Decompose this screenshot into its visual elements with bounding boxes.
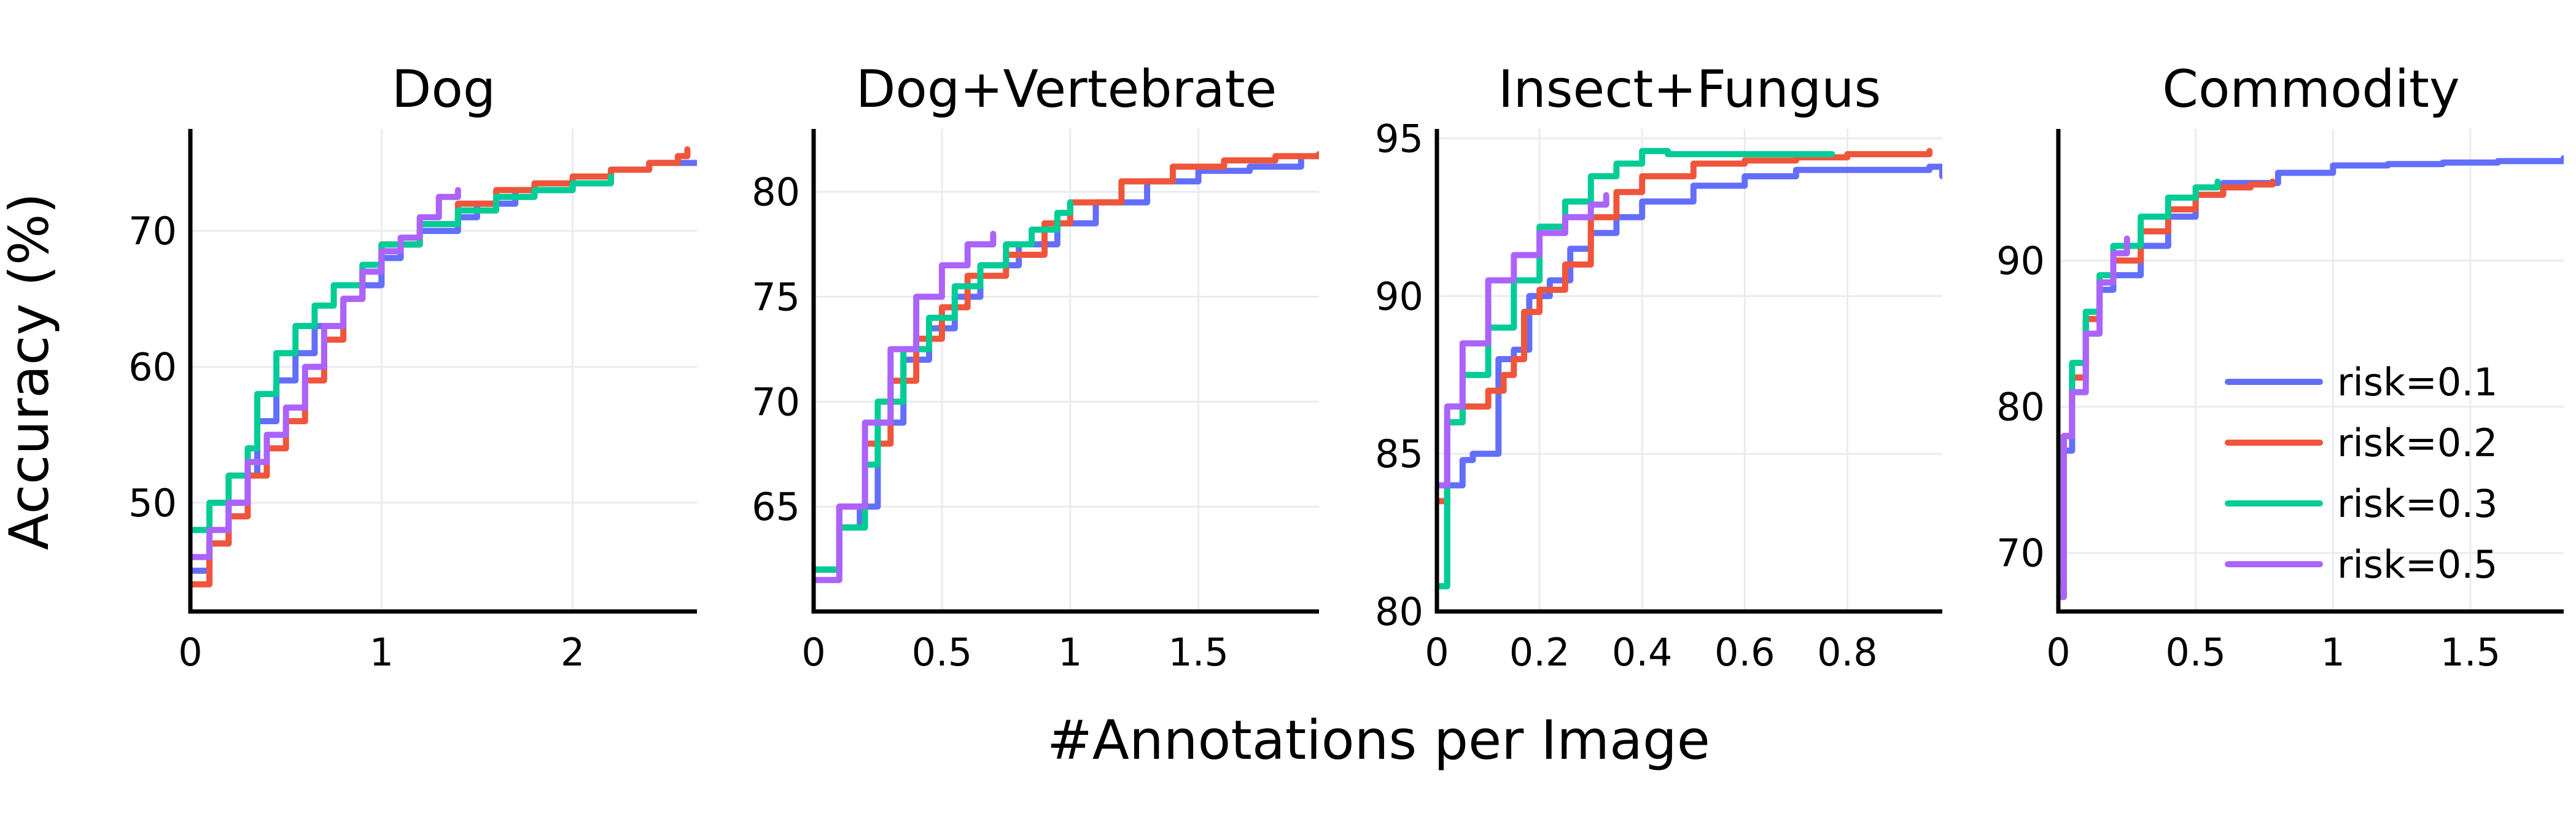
x-tick-label: 1.5	[1168, 630, 1229, 675]
series-group	[2058, 155, 2564, 600]
panel-title: Insect+Fungus	[1498, 59, 1881, 119]
x-tick-label: 0	[1425, 630, 1449, 675]
x-tick-label: 0.5	[912, 630, 973, 675]
legend-label: risk=0.3	[2337, 481, 2497, 526]
y-tick-label: 95	[1375, 116, 1423, 161]
y-tick-label: 90	[1375, 274, 1423, 319]
series-line-risk=0.5	[2058, 235, 2130, 600]
y-tick-label: 80	[1996, 385, 2045, 430]
x-tick-label: 0.8	[1817, 630, 1878, 675]
series-group	[190, 146, 697, 588]
x-tick-label: 0	[178, 630, 202, 675]
legend: risk=0.1 risk=0.2 risk=0.3 risk=0.5	[2225, 360, 2497, 587]
y-tick-label: 70	[752, 379, 800, 424]
y-tick-label: 90	[1996, 238, 2045, 283]
x-tick-label: 0.5	[2165, 630, 2226, 675]
x-tick-label: 0.2	[1509, 630, 1570, 675]
x-tick-label: 0	[2046, 630, 2070, 675]
x-tick-label: 1.5	[2440, 630, 2501, 675]
series-line-risk=0.5	[1437, 192, 1609, 489]
x-tick-label: 0	[801, 630, 825, 675]
panel-1: 0 1 2 50 60 70 Dog	[128, 59, 697, 675]
legend-item-risk=0.3: risk=0.3	[2225, 481, 2497, 526]
y-tick-label: 80	[1375, 589, 1423, 634]
series-line-risk=0.5	[190, 187, 461, 561]
x-tick-label: 1	[370, 630, 394, 675]
panel-4: 0 0.5 1 1.5 70 80 90 Commodity	[1996, 59, 2564, 675]
y-tick-label: 80	[752, 170, 800, 215]
x-tick-label: 2	[561, 630, 585, 675]
y-tick-label: 70	[128, 209, 177, 254]
panel-title: Dog	[392, 59, 496, 119]
legend-item-risk=0.5: risk=0.5	[2225, 542, 2497, 587]
y-tick-label: 60	[128, 344, 177, 389]
legend-label: risk=0.2	[2337, 421, 2497, 465]
panel-2: 0 0.5 1 1.5 65 70 75 80 Dog+Vertebrate	[752, 59, 1319, 675]
legend-label: risk=0.1	[2337, 360, 2497, 405]
series-line-risk=0.5	[814, 230, 997, 583]
panel-title: Dog+Vertebrate	[856, 59, 1277, 119]
x-tick-label: 0.6	[1714, 630, 1775, 675]
panels-group: 0 1 2 50 60 70 Dog 0 0.5 1 1.5 65 70 75 80 Dog+Vertebra…	[128, 59, 2564, 675]
series-line-risk=0.2	[1437, 148, 1933, 505]
series-group	[814, 151, 1319, 583]
y-tick-label: 85	[1375, 432, 1423, 476]
x-tick-label: 1	[1058, 630, 1082, 675]
y-tick-label: 65	[752, 484, 800, 529]
legend-item-risk=0.2: risk=0.2	[2225, 421, 2497, 465]
y-tick-label: 70	[1996, 531, 2045, 576]
x-axis-title: #Annotations per Image	[1047, 708, 1710, 772]
x-tick-label: 1	[2321, 630, 2345, 675]
series-line-risk=0.1	[1437, 163, 1942, 589]
series-line-risk=0.3	[2058, 178, 2221, 586]
y-axis-title: Accuracy (%)	[0, 193, 61, 550]
y-tick-label: 50	[128, 481, 177, 526]
x-tick-label: 0.4	[1612, 630, 1673, 675]
legend-label: risk=0.5	[2337, 542, 2497, 587]
panel-3: 0 0.2 0.4 0.6 0.8 80 85 90 95 Insect+Fungus	[1375, 59, 1942, 675]
series-group	[1437, 148, 1942, 589]
legend-item-risk=0.1: risk=0.1	[2225, 360, 2497, 405]
panel-title: Commodity	[2162, 59, 2459, 119]
y-tick-label: 75	[752, 274, 800, 319]
